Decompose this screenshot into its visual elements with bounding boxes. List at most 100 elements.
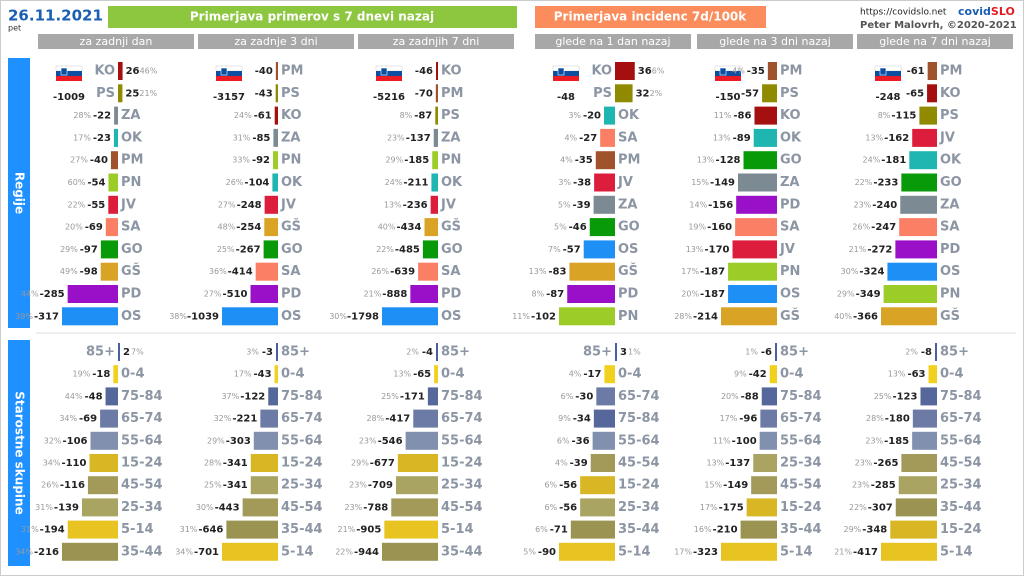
label: 5-14 — [618, 544, 651, 559]
value: -307 — [868, 502, 893, 513]
bar — [382, 307, 438, 326]
value: -905 — [356, 525, 381, 536]
label: 35-44 — [618, 522, 660, 537]
bar — [721, 542, 777, 561]
label: SA — [618, 130, 637, 145]
total: -248 — [875, 92, 900, 103]
bar — [751, 476, 777, 495]
bar — [761, 387, 777, 406]
bar — [595, 151, 615, 170]
value: -149 — [710, 178, 735, 189]
label: 35-44 — [940, 500, 982, 515]
total: -150 — [715, 92, 740, 103]
bar — [589, 218, 615, 237]
percent: 60% — [68, 178, 86, 187]
total: -5216 — [373, 92, 405, 103]
author: Peter Malovrh, ©2020-2021 — [860, 20, 1017, 31]
column-header-box — [535, 34, 691, 49]
label: 45-54 — [281, 500, 323, 515]
value: -40 — [255, 66, 273, 77]
bar — [273, 128, 278, 147]
label: PN — [618, 309, 638, 324]
bar — [110, 151, 118, 170]
percent: 46% — [140, 67, 158, 76]
percent: 34% — [43, 459, 61, 468]
bar — [242, 498, 278, 517]
label: ZA — [618, 197, 638, 212]
percent: 29% — [207, 436, 225, 445]
value: -70 — [415, 88, 433, 99]
bar — [67, 285, 118, 303]
value: -187 — [700, 267, 725, 278]
label: OS — [121, 309, 141, 324]
percent: 4% — [569, 370, 582, 379]
label: 25-34 — [940, 478, 982, 493]
value: -27 — [579, 133, 597, 144]
percent: 11% — [713, 436, 731, 445]
column-header-box — [38, 34, 194, 49]
bar — [570, 520, 615, 539]
bar — [604, 106, 615, 125]
percent: 31% — [180, 525, 198, 534]
bar — [753, 454, 777, 472]
label: 0-4 — [780, 367, 804, 382]
percent: 15% — [691, 178, 709, 187]
label: SA — [121, 220, 140, 235]
value: -267 — [236, 244, 261, 255]
bar — [422, 240, 438, 259]
value: -96 — [739, 414, 757, 425]
label: 55-64 — [441, 433, 483, 448]
bar — [736, 195, 777, 214]
label: KO — [94, 64, 115, 79]
value: -349 — [856, 289, 881, 300]
percent: 27% — [204, 290, 222, 299]
value: -42 — [749, 369, 767, 380]
bar — [226, 520, 278, 539]
value: -8 — [921, 347, 932, 358]
percent: 22% — [376, 245, 394, 254]
bar — [912, 128, 937, 147]
value: -137 — [725, 458, 750, 469]
percent: 29% — [385, 156, 403, 165]
value: -677 — [370, 458, 395, 469]
value: -90 — [538, 547, 556, 558]
bar — [81, 498, 118, 517]
label: GŠ — [940, 308, 960, 324]
column-header: glede na 1 dan nazaj — [555, 35, 670, 48]
label: JV — [440, 197, 456, 212]
label: JV — [617, 175, 633, 190]
flag — [376, 76, 402, 81]
bar — [434, 365, 438, 384]
value: -56 — [559, 502, 577, 513]
value: -254 — [236, 222, 261, 233]
percent: 25% — [204, 481, 222, 490]
label: 75-84 — [940, 389, 982, 404]
percent: 32% — [44, 436, 62, 445]
percent: 30% — [841, 267, 859, 276]
label: JV — [280, 197, 296, 212]
label: 85+ — [441, 345, 470, 360]
total: -48 — [557, 92, 575, 103]
percent: 38% — [169, 312, 187, 321]
bar — [775, 343, 777, 361]
flag — [55, 65, 83, 72]
percent: 32% — [214, 414, 232, 423]
percent: 29% — [843, 525, 861, 534]
value: -285 — [871, 480, 896, 491]
value: -546 — [378, 436, 403, 447]
percent: 13% — [713, 133, 731, 142]
value: -83 — [548, 267, 566, 278]
percent: 17% — [73, 133, 91, 142]
brand-part: SLO — [991, 5, 1015, 18]
percent: 37% — [221, 392, 239, 401]
percent: 19% — [73, 370, 91, 379]
percent: 23% — [852, 481, 870, 490]
percent: 2% — [905, 348, 918, 357]
percent: 24% — [385, 178, 403, 187]
bar — [919, 106, 937, 125]
label: PN — [441, 153, 461, 168]
value: -35 — [575, 155, 593, 166]
label: KO — [281, 108, 302, 123]
label: ZA — [281, 130, 301, 145]
percent: 4% — [564, 133, 577, 142]
